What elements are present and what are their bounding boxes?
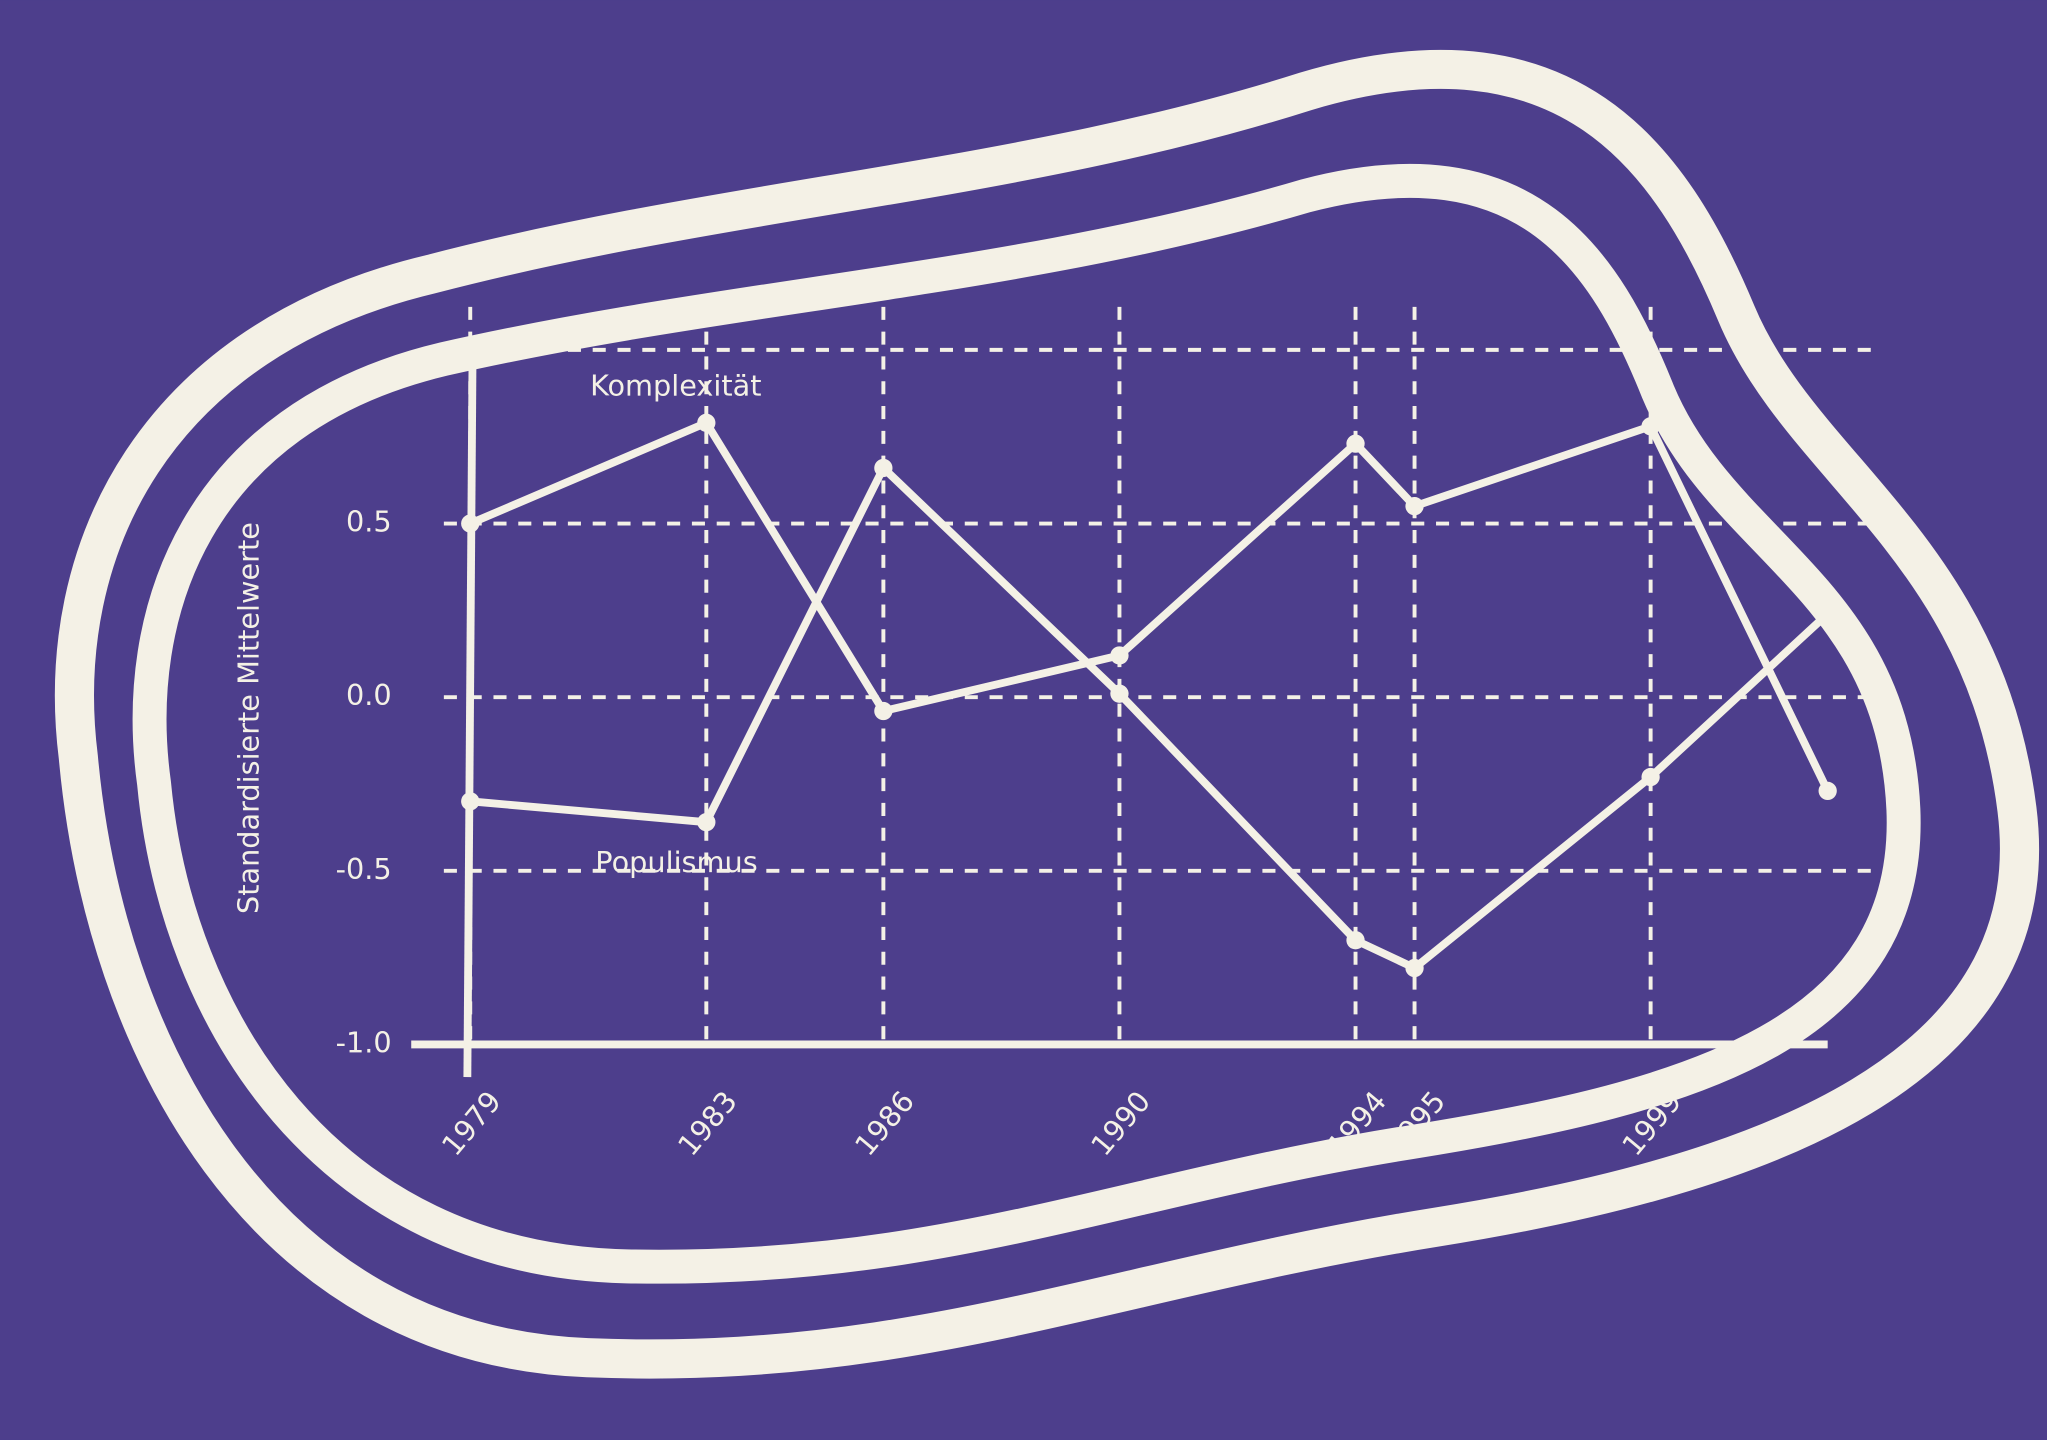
data-point [1346,434,1365,453]
data-point [461,792,480,811]
data-point [1818,781,1837,801]
data-point [697,413,716,432]
series-line [469,464,1831,972]
inner-ring [132,163,1921,1284]
series-line [468,418,1832,793]
data-point [1110,684,1129,703]
series-label: Komplexität [590,369,761,403]
data-point [461,514,480,533]
data-point [874,701,893,721]
y-tick-label: 0.5 [346,505,392,539]
data-point [1346,931,1365,950]
y-axis [463,349,477,1078]
data-point [1641,767,1660,787]
data-point [1405,497,1424,516]
y-tick-label: 0.0 [346,678,392,712]
outer-ring [54,49,2039,1379]
y-axis-label: Standardisierte Mittelwerte [232,522,266,914]
data-point [874,458,893,478]
series-label: Populismus [595,845,757,879]
data-point [1405,958,1424,978]
y-tick-label: -1.0 [336,1025,392,1059]
y-tick-label: -0.5 [336,852,392,886]
data-point [1110,646,1129,665]
data-point [697,813,716,832]
